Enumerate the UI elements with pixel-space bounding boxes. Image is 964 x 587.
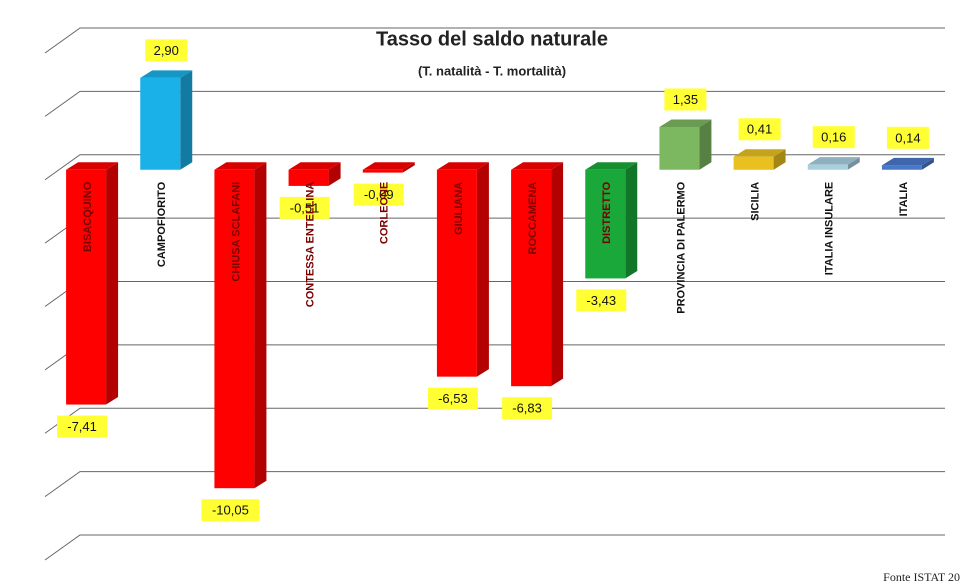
value-label: 1,35 <box>673 92 698 107</box>
x-tick-label: ROCCAMENA <box>527 182 539 255</box>
bar-side <box>699 119 711 169</box>
value-label: 0,14 <box>895 130 920 145</box>
x-tick-label: CONTESSA ENTELLINA <box>304 182 316 308</box>
bar-side <box>551 162 563 386</box>
bar <box>808 165 848 170</box>
value-label: -6,53 <box>438 391 468 406</box>
bar-side <box>106 162 118 404</box>
value-label: -10,05 <box>212 503 249 518</box>
chart-subtitle: (T. natalità - T. mortalità) <box>418 63 566 78</box>
bar <box>140 78 180 170</box>
source-note: Fonte ISTAT 20 <box>883 570 960 582</box>
value-label: -7,41 <box>67 419 97 434</box>
chart: Tasso del saldo naturale (T. natalità - … <box>0 0 964 582</box>
x-tick-label: ITALIA INSULARE <box>824 182 836 276</box>
x-tick-label: ITALIA <box>898 182 910 217</box>
x-tick-label: BISACQUINO <box>82 181 94 252</box>
x-tick-label: CAMPOFIORITO <box>156 181 168 267</box>
value-label: 2,90 <box>154 43 179 58</box>
bar-side <box>254 162 266 488</box>
bar <box>882 165 922 169</box>
x-tick-label: SICILIA <box>749 182 761 221</box>
bar-side <box>477 162 489 376</box>
value-label: -6,83 <box>512 401 542 416</box>
value-label: -3,43 <box>586 293 616 308</box>
bar-side <box>625 162 637 278</box>
bar-side <box>180 70 192 169</box>
x-tick-label: PROVINCIA DI PALERMO <box>675 181 687 313</box>
bar <box>363 170 403 173</box>
value-label: 0,41 <box>747 122 772 137</box>
x-tick-label: DISTRETTO <box>601 181 613 244</box>
bar <box>734 157 774 170</box>
value-label: 0,16 <box>821 130 846 145</box>
bar <box>659 127 699 170</box>
x-tick-label: GIULIANA <box>453 182 465 235</box>
chart-title: Tasso del saldo naturale <box>376 28 608 50</box>
x-tick-label: CORLEONE <box>379 182 391 244</box>
x-tick-label: CHIUSA SCLAFANI <box>230 182 242 282</box>
